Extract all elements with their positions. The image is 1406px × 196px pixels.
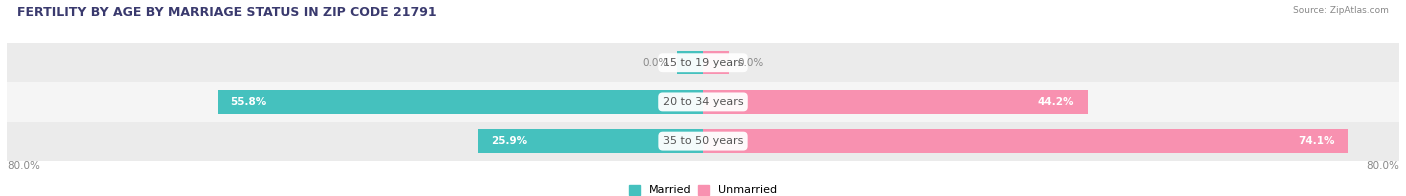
Text: 80.0%: 80.0% [1367,161,1399,171]
Text: 55.8%: 55.8% [231,97,267,107]
Text: 20 to 34 years: 20 to 34 years [662,97,744,107]
Bar [703,90,1087,114]
Bar [218,90,703,114]
Bar [7,82,1399,122]
Text: 44.2%: 44.2% [1038,97,1074,107]
Text: 0.0%: 0.0% [643,58,668,68]
Text: Source: ZipAtlas.com: Source: ZipAtlas.com [1294,6,1389,15]
Text: 25.9%: 25.9% [491,136,527,146]
Text: 15 to 19 years: 15 to 19 years [662,58,744,68]
Text: FERTILITY BY AGE BY MARRIAGE STATUS IN ZIP CODE 21791: FERTILITY BY AGE BY MARRIAGE STATUS IN Z… [17,6,436,19]
Bar [7,122,1399,161]
Bar [478,129,703,153]
Bar [703,51,730,74]
Bar [703,129,1347,153]
Text: 0.0%: 0.0% [738,58,763,68]
Bar [676,51,703,74]
Text: 80.0%: 80.0% [7,161,39,171]
Legend: Married, Unmarried: Married, Unmarried [624,180,782,196]
Bar [7,43,1399,82]
Text: 35 to 50 years: 35 to 50 years [662,136,744,146]
Text: 74.1%: 74.1% [1298,136,1334,146]
